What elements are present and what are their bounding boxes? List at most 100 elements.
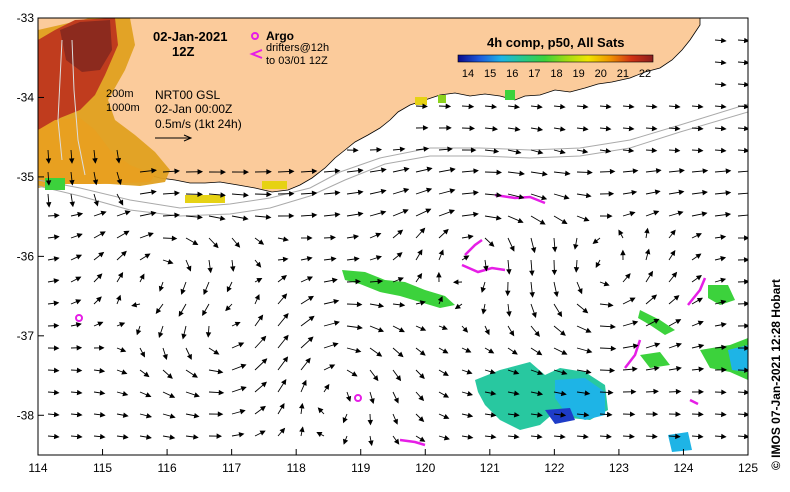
current-arrowhead (380, 167, 387, 173)
current-arrowhead (120, 250, 127, 257)
current-arrowhead (99, 412, 106, 418)
current-arrowhead (674, 103, 681, 110)
current-arrowhead (564, 170, 571, 176)
current-arrowhead (443, 413, 450, 419)
current-arrowhead (76, 389, 83, 396)
current-arrowhead (628, 125, 635, 132)
current-arrowhead (559, 330, 566, 336)
current-arrowhead (595, 261, 601, 268)
current-arrowhead (506, 311, 512, 317)
current-arrowhead (357, 211, 364, 217)
current-arrowhead (609, 168, 616, 175)
current-arrowhead (725, 168, 732, 174)
current-arrowhead (53, 345, 60, 351)
current-arrowhead (342, 438, 349, 445)
current-arrowhead (610, 323, 616, 330)
current-arrowhead (592, 238, 599, 245)
current-arrowhead (513, 390, 520, 396)
current-arrowhead (561, 349, 568, 355)
current-arrowhead (186, 353, 192, 360)
current-arrowhead (357, 189, 364, 196)
current-arrowhead (403, 187, 410, 194)
current-arrowhead (96, 296, 102, 303)
current-arrowhead (334, 212, 341, 218)
current-arrowhead (243, 169, 250, 175)
current-arrowhead (375, 255, 382, 261)
current-arrowhead (743, 59, 748, 66)
current-arrowhead (259, 405, 266, 412)
current-arrowhead (628, 147, 635, 154)
current-arrowhead (743, 433, 748, 440)
current-arrowhead (192, 239, 199, 245)
current-arrowhead (213, 349, 220, 355)
current-arrowhead (675, 411, 682, 417)
current-arrowhead (537, 149, 544, 155)
current-arrowhead (92, 157, 98, 164)
current-arrowhead (534, 330, 540, 337)
current-arrowhead (93, 200, 99, 207)
current-arrowhead (509, 330, 515, 337)
current-arrowhead (301, 379, 307, 386)
current-arrowhead (505, 290, 511, 297)
current-arrowhead (670, 229, 676, 236)
current-arrowhead (573, 266, 580, 273)
current-arrowhead (416, 272, 423, 280)
current-arrowhead (490, 412, 497, 418)
current-arrowhead (673, 295, 680, 301)
current-arrowhead (117, 272, 124, 279)
current-arrowhead (202, 309, 208, 316)
current-arrowhead (446, 125, 452, 131)
current-arrowhead (720, 81, 727, 88)
current-arrowhead (629, 211, 636, 217)
current-arrowhead (582, 126, 589, 132)
current-arrowhead (311, 168, 318, 174)
current-arrowhead (469, 125, 475, 132)
current-arrowhead (418, 416, 425, 423)
current-arrowhead (605, 148, 612, 154)
current-arrowhead (376, 147, 383, 153)
current-arrowhead (377, 278, 384, 285)
current-arrowhead (514, 126, 521, 132)
current-arrowhead (75, 276, 82, 282)
current-arrowhead (69, 201, 75, 208)
current-arrowhead (45, 158, 52, 164)
current-arrowhead (53, 234, 60, 240)
current-arrowhead (744, 278, 748, 285)
current-arrowhead (193, 413, 200, 419)
current-arrowhead (356, 301, 363, 308)
current-arrowhead (473, 168, 479, 174)
current-arrowhead (162, 353, 168, 360)
y-tick-label: -34 (17, 90, 35, 104)
current-arrowhead (463, 255, 470, 261)
current-arrowhead (513, 412, 520, 418)
current-arrowhead (123, 230, 130, 236)
current-arrowhead (721, 367, 727, 373)
current-arrowhead (203, 288, 209, 296)
current-arrow (737, 214, 748, 217)
current-arrowhead (743, 389, 748, 396)
current-arrowhead (230, 266, 236, 272)
current-arrowhead (299, 426, 305, 433)
current-arrowhead (419, 227, 426, 234)
current-arrowhead (238, 342, 245, 348)
current-arrowhead (744, 367, 748, 374)
current-arrowhead (462, 326, 469, 333)
current-arrowhead (305, 357, 311, 364)
current-arrowhead (652, 433, 658, 440)
current-arrowhead (582, 148, 589, 154)
sst-patch (505, 90, 515, 100)
current-arrowhead (99, 433, 106, 440)
current-arrowhead (76, 345, 83, 351)
current-arrowhead (53, 278, 60, 284)
current-arrowhead (174, 190, 181, 196)
current-arrowhead (308, 315, 315, 322)
current-arrowhead (559, 149, 566, 155)
current-arrowhead (702, 168, 709, 174)
current-arrowhead (493, 148, 500, 154)
current-arrowhead (77, 211, 84, 218)
current-arrowhead (396, 252, 403, 258)
current-arrowhead (307, 235, 313, 241)
current-arrowhead (537, 126, 544, 132)
current-arrowhead (136, 329, 142, 336)
current-arrowhead (519, 170, 525, 177)
